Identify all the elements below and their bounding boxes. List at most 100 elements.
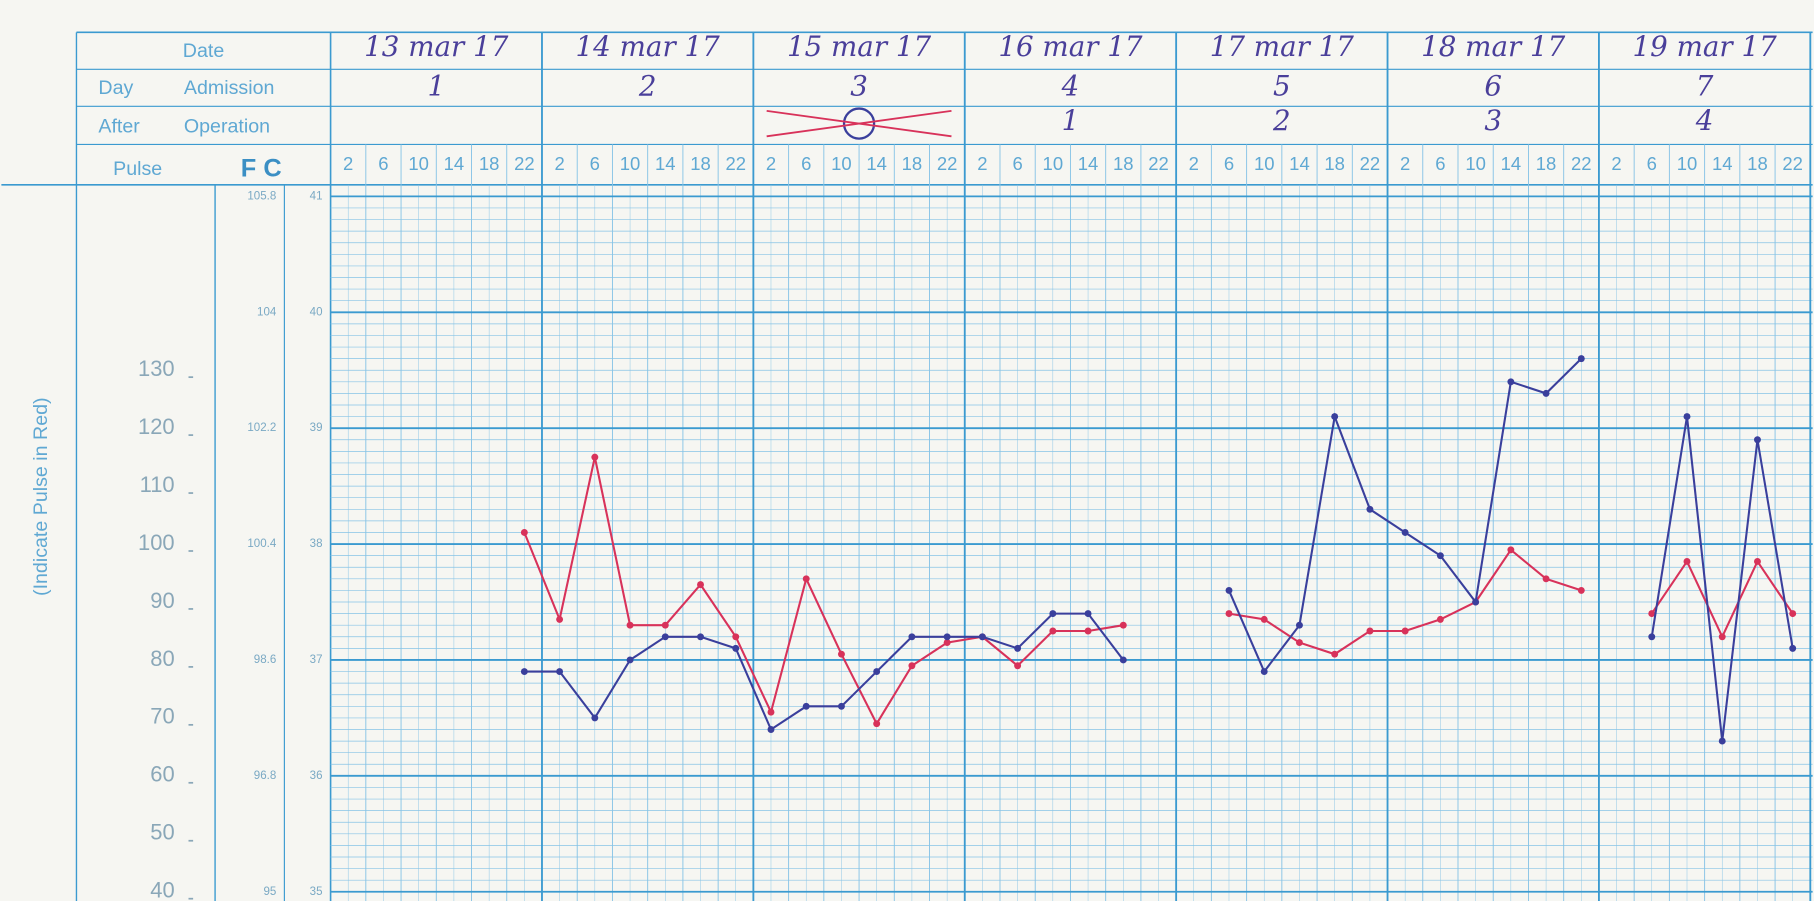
data-point xyxy=(521,668,528,675)
y2-tick-label: 36 xyxy=(310,770,323,782)
admission-day: 5 xyxy=(1273,69,1291,102)
y-tick-label: 50 xyxy=(150,820,174,845)
x-tick-label: 10 xyxy=(831,153,852,174)
data-point xyxy=(1296,639,1303,646)
data-point xyxy=(1578,355,1585,362)
data-point xyxy=(697,581,704,588)
data-point xyxy=(1014,662,1021,669)
y2-tick-label: 37 xyxy=(310,654,323,666)
x-tick-label: 6 xyxy=(378,153,388,174)
y-tick-label: 40 xyxy=(150,878,174,901)
x-tick-label: 14 xyxy=(866,153,887,174)
data-point xyxy=(1648,633,1655,640)
data-point xyxy=(662,633,669,640)
fc-label: F C xyxy=(241,155,282,183)
date: 18 mar 17 xyxy=(1421,30,1566,63)
y2-tick-label: 35 xyxy=(310,886,323,898)
data-point xyxy=(1366,506,1373,513)
data-point xyxy=(521,529,528,536)
y-tick-label: 70 xyxy=(150,704,174,729)
y2-tick-label: 41 xyxy=(310,190,323,202)
data-point xyxy=(768,709,775,716)
admission-day: 4 xyxy=(1061,69,1080,102)
data-point xyxy=(803,575,810,582)
data-point xyxy=(1261,616,1268,623)
data-point xyxy=(591,454,598,461)
y-tick-label: 60 xyxy=(150,762,174,787)
data-point xyxy=(873,720,880,727)
after-label: After xyxy=(98,115,140,137)
operation-day: 3 xyxy=(1484,104,1502,137)
x-tick-label: 14 xyxy=(1289,153,1310,174)
data-point xyxy=(1331,413,1338,420)
y-tick-label: 130 xyxy=(138,356,175,381)
data-point xyxy=(838,651,845,658)
data-point xyxy=(1085,610,1092,617)
x-tick-label: 10 xyxy=(1043,153,1064,174)
data-point xyxy=(1719,633,1726,640)
data-point xyxy=(1120,622,1127,629)
x-tick-label: 6 xyxy=(1012,153,1022,174)
data-point xyxy=(1331,651,1338,658)
admission-day: 7 xyxy=(1696,69,1714,102)
data-point xyxy=(1789,610,1796,617)
x-tick-label: 10 xyxy=(620,153,641,174)
x-tick-label: 2 xyxy=(343,153,353,174)
x-tick-label: 6 xyxy=(801,153,811,174)
pulse-note: (Indicate Pulse in Red) xyxy=(30,397,52,596)
x-tick-label: 18 xyxy=(1747,153,1768,174)
x-tick-label: 22 xyxy=(1571,153,1592,174)
data-point xyxy=(1543,390,1550,397)
admission-day: 1 xyxy=(427,69,445,102)
data-point xyxy=(1472,599,1479,606)
data-point xyxy=(1754,436,1761,443)
y-tick-label: 90 xyxy=(150,588,174,613)
data-point xyxy=(732,645,739,652)
y3-tick-label: 98.6 xyxy=(254,654,276,666)
date: 19 mar 17 xyxy=(1632,30,1777,63)
y-tick-label: 120 xyxy=(138,414,175,439)
data-point xyxy=(627,622,634,629)
data-point xyxy=(1120,656,1127,663)
data-point xyxy=(1789,645,1796,652)
x-tick-label: 2 xyxy=(766,153,776,174)
x-tick-label: 18 xyxy=(479,153,500,174)
data-point xyxy=(1437,616,1444,623)
y-tick-label: 80 xyxy=(150,646,174,671)
data-point xyxy=(1719,738,1726,745)
y3-tick-label: 95 xyxy=(263,886,276,898)
y-tick-label: 100 xyxy=(138,530,175,555)
operation-label: Operation xyxy=(184,115,270,137)
data-point xyxy=(908,633,915,640)
data-point xyxy=(556,668,563,675)
x-tick-label: 18 xyxy=(1113,153,1134,174)
admission-day: 6 xyxy=(1484,69,1502,102)
data-point xyxy=(662,622,669,629)
data-point xyxy=(1226,610,1233,617)
date: 17 mar 17 xyxy=(1210,30,1355,63)
y3-tick-label: 105.8 xyxy=(247,190,276,202)
y2-tick-label: 38 xyxy=(310,538,323,550)
x-tick-label: 10 xyxy=(1677,153,1698,174)
y-tick-label: 110 xyxy=(140,472,175,497)
x-tick-label: 22 xyxy=(725,153,746,174)
x-tick-label: 6 xyxy=(1224,153,1234,174)
x-tick-label: 22 xyxy=(514,153,535,174)
page: {"header": {"date_label": "Date", "day":… xyxy=(0,0,1814,901)
x-tick-label: 6 xyxy=(1647,153,1657,174)
x-tick-label: 22 xyxy=(1148,153,1169,174)
data-point xyxy=(1543,575,1550,582)
data-point xyxy=(979,633,986,640)
y3-tick-label: 100.4 xyxy=(247,538,276,550)
data-point xyxy=(1366,628,1373,635)
data-point xyxy=(1402,628,1409,635)
x-tick-label: 22 xyxy=(1782,153,1803,174)
x-tick-label: 18 xyxy=(1536,153,1557,174)
data-point xyxy=(1507,546,1514,553)
date: 13 mar 17 xyxy=(364,30,509,63)
data-point xyxy=(1578,587,1585,594)
operation-day: 4 xyxy=(1695,104,1714,137)
x-tick-label: 6 xyxy=(590,153,600,174)
x-tick-label: 22 xyxy=(937,153,958,174)
data-point xyxy=(944,633,951,640)
